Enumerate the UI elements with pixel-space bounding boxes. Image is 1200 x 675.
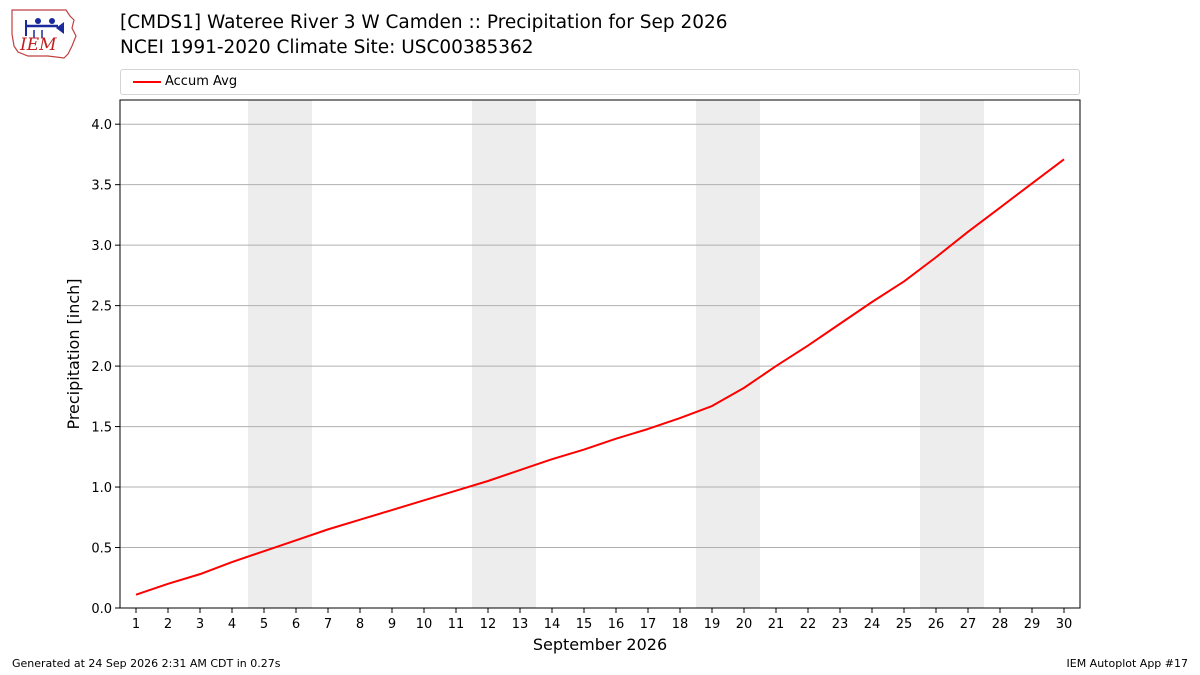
y-tick-label: 3.0 bbox=[91, 239, 112, 254]
y-tick-label: 2.0 bbox=[91, 360, 112, 375]
y-tick-label: 0.5 bbox=[91, 542, 112, 557]
x-tick-label: 10 bbox=[416, 617, 433, 632]
x-tick-label: 21 bbox=[768, 617, 785, 632]
x-tick-label: 29 bbox=[1024, 617, 1041, 632]
y-tick-label: 0.0 bbox=[91, 602, 112, 617]
x-tick-label: 9 bbox=[388, 617, 396, 632]
y-tick-label: 3.5 bbox=[91, 179, 112, 194]
x-tick-label: 1 bbox=[132, 617, 140, 632]
x-tick-label: 24 bbox=[864, 617, 881, 632]
x-tick-label: 18 bbox=[672, 617, 689, 632]
weekend-band-1 bbox=[472, 100, 536, 608]
generated-timestamp: Generated at 24 Sep 2026 2:31 AM CDT in … bbox=[12, 657, 281, 670]
legend-label: Accum Avg bbox=[165, 74, 238, 89]
x-tick-label: 2 bbox=[164, 617, 172, 632]
y-tick-label: 4.0 bbox=[91, 118, 112, 133]
x-tick-label: 17 bbox=[640, 617, 657, 632]
plot-frame bbox=[119, 99, 1081, 609]
x-tick-label: 5 bbox=[260, 617, 268, 632]
legend-line-swatch bbox=[133, 81, 161, 83]
x-tick-label: 19 bbox=[704, 617, 721, 632]
x-tick-label: 12 bbox=[480, 617, 497, 632]
x-tick-label: 23 bbox=[832, 617, 849, 632]
y-tick-label: 2.5 bbox=[91, 300, 112, 315]
chart-title: [CMDS1] Wateree River 3 W Camden :: Prec… bbox=[120, 12, 728, 33]
chart-subtitle: NCEI 1991-2020 Climate Site: USC00385362 bbox=[120, 37, 534, 58]
weekend-band-2 bbox=[696, 100, 760, 608]
x-tick-label: 8 bbox=[356, 617, 364, 632]
x-tick-label: 30 bbox=[1056, 617, 1073, 632]
x-tick-label: 15 bbox=[576, 617, 593, 632]
iem-logo-icon: IEM bbox=[8, 6, 80, 60]
legend: Accum Avg bbox=[120, 69, 1080, 95]
logo-text: IEM bbox=[20, 35, 57, 55]
x-tick-label: 14 bbox=[544, 617, 561, 632]
x-tick-label: 28 bbox=[992, 617, 1009, 632]
x-tick-label: 7 bbox=[324, 617, 332, 632]
x-tick-label: 6 bbox=[292, 617, 300, 632]
x-tick-label: 25 bbox=[896, 617, 913, 632]
x-tick-label: 22 bbox=[800, 617, 817, 632]
x-tick-label: 13 bbox=[512, 617, 529, 632]
weekend-band-3 bbox=[920, 100, 984, 608]
app-label: IEM Autoplot App #17 bbox=[1066, 657, 1189, 670]
series-line-accum-avg bbox=[135, 158, 1065, 596]
x-tick-label: 4 bbox=[228, 617, 236, 632]
weekend-band-0 bbox=[248, 100, 312, 608]
x-tick-label: 11 bbox=[448, 617, 465, 632]
x-tick-label: 3 bbox=[196, 617, 204, 632]
x-tick-label: 16 bbox=[608, 617, 625, 632]
x-axis-label: September 2026 bbox=[533, 635, 667, 654]
x-tick-label: 26 bbox=[928, 617, 945, 632]
x-tick-label: 20 bbox=[736, 617, 753, 632]
y-tick-label: 1.5 bbox=[91, 421, 112, 436]
x-tick-label: 27 bbox=[960, 617, 977, 632]
y-tick-label: 1.0 bbox=[91, 481, 112, 496]
y-axis-label: Precipitation [inch] bbox=[64, 278, 83, 429]
